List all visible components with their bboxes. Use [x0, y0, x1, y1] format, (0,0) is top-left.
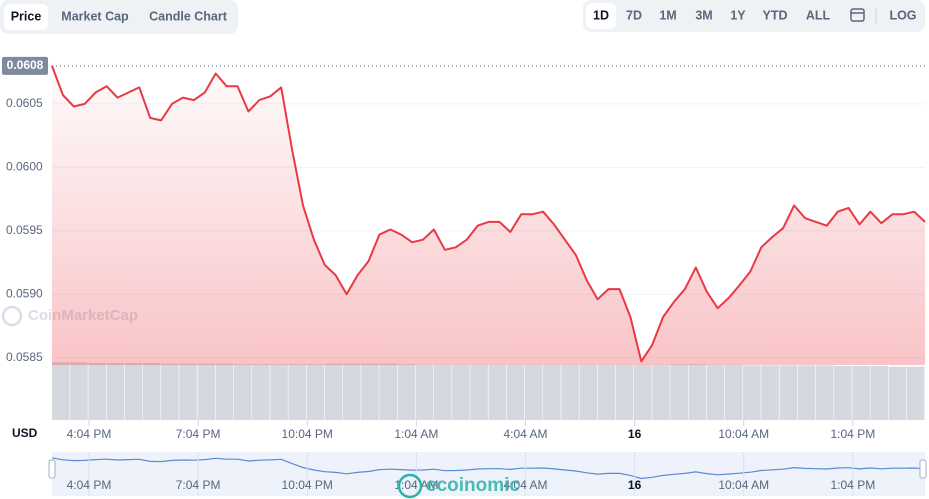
volume-bar — [452, 364, 470, 420]
volume-bar — [397, 364, 416, 420]
x-tick-label: 10:04 AM — [718, 427, 769, 441]
volume-bar — [870, 366, 889, 420]
range[interactable]: 7D — [626, 8, 642, 22]
log-button[interactable]: LOG — [889, 8, 916, 22]
volume-bar — [88, 363, 106, 420]
volume-bar — [852, 366, 870, 420]
volume-bar — [506, 364, 525, 420]
x-tick-label: 7:04 PM — [176, 427, 221, 441]
navigator-tick-label: 7:04 PM — [176, 478, 221, 492]
tab-selected — [4, 4, 48, 30]
navigator-tick-label: 4:04 PM — [67, 478, 112, 492]
y-tick-label: 0.0585 — [6, 350, 43, 364]
volume-bar — [488, 364, 507, 420]
volume-bar — [543, 364, 561, 420]
navigator-handle[interactable] — [48, 459, 56, 479]
volume-bar — [579, 364, 598, 420]
volume-bar — [324, 363, 343, 420]
x-tick-label: 4:04 AM — [503, 427, 547, 441]
volume-bar — [270, 364, 288, 420]
watermark-logo — [397, 473, 423, 499]
navigator-tick-label: 4:04 AM — [503, 478, 547, 492]
volume-bar — [634, 364, 652, 420]
range[interactable]: ALL — [806, 8, 831, 22]
volume-bar — [888, 366, 907, 420]
volume-bar — [706, 364, 725, 420]
volume-bar — [70, 362, 88, 420]
range[interactable]: 1M — [659, 8, 676, 22]
volume-bar — [524, 364, 543, 420]
volume-bar — [252, 364, 270, 420]
volume-bar — [197, 363, 216, 420]
range-group — [583, 0, 925, 32]
volume-bar — [161, 363, 179, 420]
y-tick-label: 0.0590 — [6, 286, 43, 300]
range-selected — [586, 3, 616, 29]
volume-bar — [834, 366, 852, 420]
navigator-tick-label: 16 — [628, 478, 642, 492]
range[interactable]: 3M — [695, 8, 712, 22]
volume-bar — [233, 364, 252, 420]
navigator-tick-label: 10:04 AM — [718, 478, 769, 492]
volume-bar — [415, 364, 434, 420]
volume-bar — [379, 363, 397, 420]
tab[interactable]: Price — [11, 9, 42, 23]
y-tick-label: 0.0600 — [6, 160, 43, 174]
volume-bar — [52, 362, 70, 420]
volume-bar — [779, 365, 798, 420]
calendar-icon[interactable] — [850, 8, 865, 22]
volume-bar — [106, 363, 125, 420]
volume-bar — [743, 365, 761, 420]
volume-bar — [688, 364, 707, 420]
current-price-label: 0.0608 — [7, 58, 44, 72]
current-price-tag — [2, 56, 48, 75]
volume-bar — [906, 366, 925, 420]
volume-bar — [761, 365, 779, 420]
volume-bar — [142, 363, 161, 420]
volume-bar — [652, 364, 670, 420]
volume-bar — [470, 364, 488, 420]
currency-label: USD — [12, 426, 38, 440]
volume-bar — [597, 364, 616, 420]
range[interactable]: 1D — [593, 8, 609, 22]
tab[interactable]: Market Cap — [61, 9, 129, 23]
volume-bar — [433, 364, 452, 420]
navigator — [52, 452, 925, 496]
volume-bar — [561, 364, 579, 420]
x-tick-label: 1:04 PM — [831, 427, 876, 441]
range[interactable]: 1Y — [730, 8, 746, 22]
volume-bar — [215, 363, 234, 420]
navigator-handle[interactable] — [919, 459, 927, 479]
watermark: ecoinomic — [426, 475, 520, 496]
volume-bar — [306, 364, 325, 420]
price-area — [52, 65, 925, 366]
navigator-tick-label: 10:04 PM — [282, 478, 333, 492]
volume-bar — [361, 363, 379, 420]
volume-bar — [815, 365, 834, 420]
navigator-line — [51, 457, 926, 480]
volume-bar — [670, 364, 688, 420]
volume-bar — [124, 363, 143, 420]
tab[interactable]: Candle Chart — [149, 9, 228, 23]
x-tick-label: 16 — [628, 427, 642, 441]
volume-bar — [343, 363, 361, 420]
range[interactable]: YTD — [763, 8, 788, 22]
y-tick-label: 0.0605 — [6, 96, 43, 110]
navigator-tick-label: 1:04 AM — [394, 478, 438, 492]
volume-bar — [179, 363, 197, 420]
watermark-logo — [1, 305, 23, 327]
x-tick-label: 10:04 PM — [282, 427, 333, 441]
price-line — [51, 65, 926, 363]
volume-bar — [615, 364, 634, 420]
volume-bar — [797, 365, 816, 420]
tab-group — [0, 0, 238, 34]
y-tick-label: 0.0595 — [6, 223, 43, 237]
x-tick-label: 4:04 PM — [67, 427, 112, 441]
volume-bar — [724, 364, 743, 420]
x-tick-label: 1:04 AM — [394, 427, 438, 441]
volume-bar — [288, 364, 307, 420]
navigator-tick-label: 1:04 PM — [831, 478, 876, 492]
